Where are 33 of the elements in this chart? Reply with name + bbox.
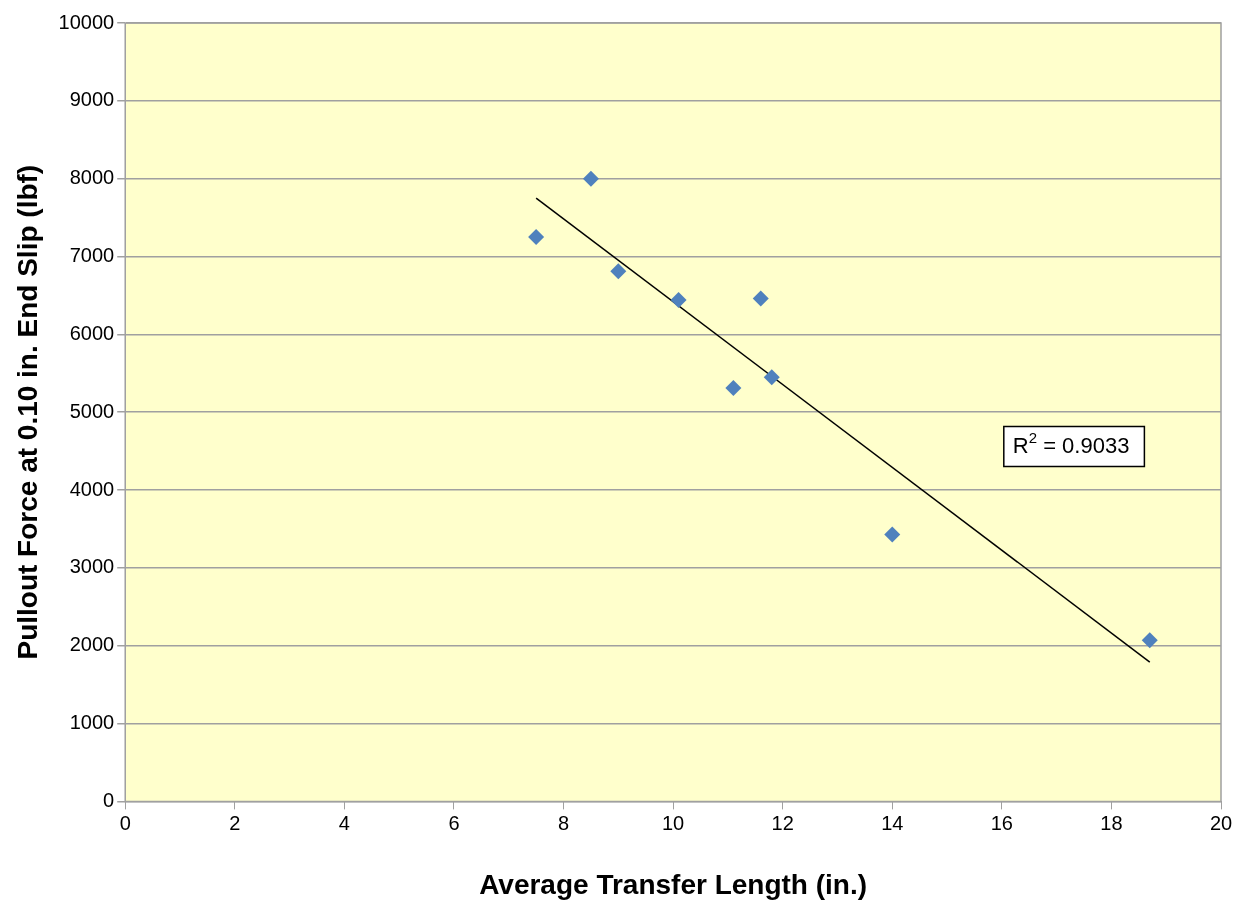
x-tick-label: 18 xyxy=(1100,811,1123,834)
x-tick-label: 6 xyxy=(448,811,460,834)
point xyxy=(528,229,545,246)
point xyxy=(763,369,780,386)
y-tick-label: 4000 xyxy=(69,477,115,500)
y-axis-title: Pullout Force at 0.10 in. End Slip (lbf) xyxy=(11,164,43,660)
y-tick-label: 9000 xyxy=(69,88,115,111)
x-tick-label: 14 xyxy=(881,811,904,834)
point xyxy=(752,290,769,307)
x-tick-label: 20 xyxy=(1209,811,1233,834)
point xyxy=(1141,632,1158,649)
y-tick-label: 3000 xyxy=(69,555,115,578)
y-tick-label: 6000 xyxy=(69,321,115,344)
y-tick-label: 0 xyxy=(103,788,115,811)
x-tick-label: 2 xyxy=(229,811,241,834)
point xyxy=(610,263,627,280)
x-tick-label: 16 xyxy=(990,811,1013,834)
y-tick-label: 2000 xyxy=(69,633,115,656)
x-axis-title: Average Transfer Length (in.) xyxy=(479,868,868,900)
x-tick-label: 8 xyxy=(557,811,570,834)
point xyxy=(670,292,687,309)
y-tick-label: 5000 xyxy=(69,399,115,422)
point xyxy=(725,380,742,397)
y-tick-label: 7000 xyxy=(69,244,115,267)
y-tick-label: 10000 xyxy=(58,10,115,33)
point xyxy=(884,526,901,543)
x-tick-label: 10 xyxy=(661,811,685,834)
x-tick-label: 0 xyxy=(119,811,131,834)
x-tick-label: 4 xyxy=(338,811,350,834)
y-tick-label: 8000 xyxy=(69,166,115,189)
x-tick-label: 12 xyxy=(771,811,794,834)
point xyxy=(582,170,599,187)
y-tick-label: 1000 xyxy=(69,711,115,734)
